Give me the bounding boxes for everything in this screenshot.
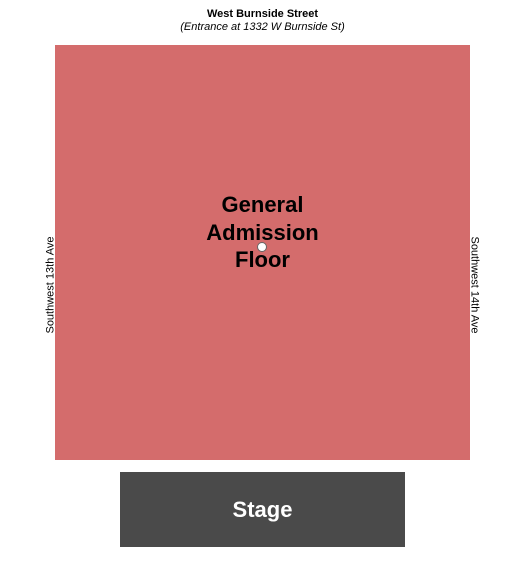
right-street-label: Southwest 14th Ave (468, 236, 480, 333)
stage-label: Stage (233, 497, 293, 523)
general-admission-floor[interactable]: General Admission Floor (55, 45, 470, 460)
floor-label-line2: Admission (206, 220, 318, 245)
street-name: West Burnside Street (0, 8, 525, 21)
floor-label-line1: General (222, 192, 304, 217)
floor-marker-dot (257, 242, 267, 252)
stage-area: Stage (120, 472, 405, 547)
entrance-note: (Entrance at 1332 W Burnside St) (0, 21, 525, 34)
floor-label: General Admission Floor (206, 191, 318, 274)
top-street-label: West Burnside Street (Entrance at 1332 W… (0, 8, 525, 34)
